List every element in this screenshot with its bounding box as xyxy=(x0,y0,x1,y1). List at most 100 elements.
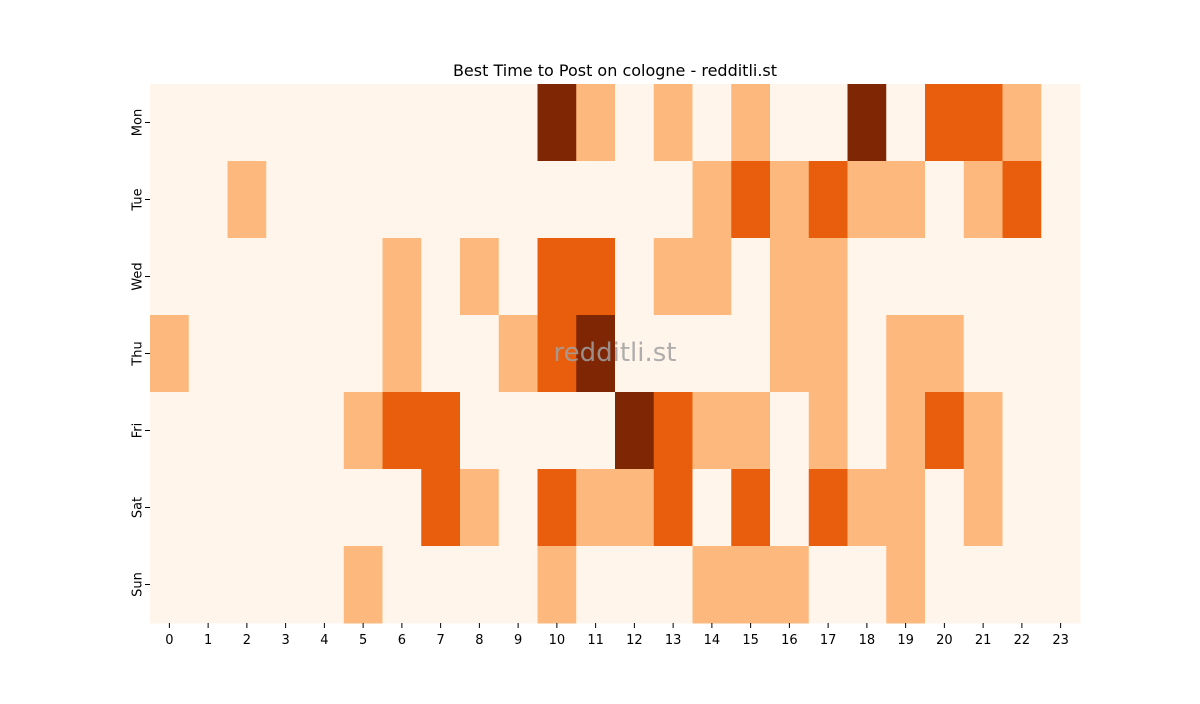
x-tick-label: 21 xyxy=(975,633,992,648)
heatmap-cell-sun-20 xyxy=(925,546,965,624)
heatmap-cell-thu-20 xyxy=(925,315,965,393)
heatmap-cell-sat-10 xyxy=(537,469,577,547)
heatmap-cell-wed-13 xyxy=(653,238,693,316)
heatmap-cell-wed-7 xyxy=(421,238,461,316)
heatmap-cell-sun-18 xyxy=(847,546,887,624)
heatmap-cell-mon-23 xyxy=(1041,84,1081,162)
heatmap-cell-mon-11 xyxy=(576,84,616,162)
heatmap-cell-tue-19 xyxy=(886,161,926,239)
x-tick-label: 3 xyxy=(281,633,289,648)
heatmap-cell-mon-3 xyxy=(266,84,306,162)
heatmap-cell-fri-21 xyxy=(963,392,1003,470)
y-tick-label: Fri xyxy=(131,423,146,439)
heatmap-cell-fri-15 xyxy=(731,392,771,470)
heatmap-cell-thu-7 xyxy=(421,315,461,393)
heatmap-cell-mon-5 xyxy=(343,84,383,162)
heatmap-cell-sat-8 xyxy=(460,469,500,547)
heatmap-cell-sun-9 xyxy=(498,546,538,624)
x-tick-label: 2 xyxy=(243,633,251,648)
heatmap-cell-wed-0 xyxy=(150,238,190,316)
x-tick-label: 17 xyxy=(820,633,837,648)
heatmap-cell-tue-6 xyxy=(382,161,422,239)
heatmap-cell-wed-18 xyxy=(847,238,887,316)
heatmap-cell-wed-16 xyxy=(770,238,810,316)
heatmap-cell-fri-22 xyxy=(1002,392,1042,470)
heatmap-cell-wed-17 xyxy=(808,238,848,316)
heatmap-cell-sat-19 xyxy=(886,469,926,547)
x-tick-label: 1 xyxy=(204,633,212,648)
heatmap-cell-sun-12 xyxy=(615,546,655,624)
heatmap-cell-mon-22 xyxy=(1002,84,1042,162)
heatmap-cell-wed-3 xyxy=(266,238,306,316)
heatmap-cell-thu-16 xyxy=(770,315,810,393)
heatmap-cell-tue-10 xyxy=(537,161,577,239)
heatmap-cell-wed-22 xyxy=(1002,238,1042,316)
heatmap-cell-tue-12 xyxy=(615,161,655,239)
heatmap-cell-sat-15 xyxy=(731,469,771,547)
heatmap-cell-wed-14 xyxy=(692,238,732,316)
heatmap-cell-fri-12 xyxy=(615,392,655,470)
heatmap-cell-sun-8 xyxy=(460,546,500,624)
heatmap-cell-mon-10 xyxy=(537,84,577,162)
heatmap-cell-mon-12 xyxy=(615,84,655,162)
heatmap-cell-mon-18 xyxy=(847,84,887,162)
x-tick-label: 13 xyxy=(665,633,682,648)
heatmap-cell-tue-11 xyxy=(576,161,616,239)
heatmap-cell-sat-23 xyxy=(1041,469,1081,547)
heatmap-cell-thu-1 xyxy=(188,315,228,393)
heatmap-cell-fri-19 xyxy=(886,392,926,470)
heatmap-cell-sat-17 xyxy=(808,469,848,547)
heatmap-cell-tue-23 xyxy=(1041,161,1081,239)
heatmap-cell-fri-7 xyxy=(421,392,461,470)
heatmap-cell-tue-5 xyxy=(343,161,383,239)
heatmap-cell-wed-2 xyxy=(227,238,267,316)
heatmap-cell-sat-16 xyxy=(770,469,810,547)
heatmap-cell-sun-22 xyxy=(1002,546,1042,624)
heatmap-cell-wed-10 xyxy=(537,238,577,316)
heatmap-cell-thu-23 xyxy=(1041,315,1081,393)
heatmap-cell-tue-4 xyxy=(305,161,345,239)
x-tick-label: 12 xyxy=(626,633,643,648)
x-tick-label: 11 xyxy=(587,633,604,648)
heatmap-cell-thu-22 xyxy=(1002,315,1042,393)
heatmap-cell-wed-9 xyxy=(498,238,538,316)
heatmap-cell-mon-13 xyxy=(653,84,693,162)
heatmap-cell-tue-21 xyxy=(963,161,1003,239)
heatmap-cell-thu-0 xyxy=(150,315,190,393)
heatmap-cell-thu-6 xyxy=(382,315,422,393)
heatmap-cell-mon-20 xyxy=(925,84,965,162)
heatmap-cell-thu-15 xyxy=(731,315,771,393)
x-tick-label: 0 xyxy=(165,633,173,648)
x-axis: 0 1 2 3 4 5 6 7 8 9 10 11 12 13 14 15 16 17 18 19 20 21 22 23 xyxy=(165,623,1069,648)
heatmap-cell-tue-1 xyxy=(188,161,228,239)
heatmap-cell-mon-9 xyxy=(498,84,538,162)
heatmap-cell-thu-17 xyxy=(808,315,848,393)
heatmap-cell-mon-7 xyxy=(421,84,461,162)
heatmap-cell-wed-5 xyxy=(343,238,383,316)
heatmap-cell-thu-8 xyxy=(460,315,500,393)
heatmap-cell-fri-10 xyxy=(537,392,577,470)
heatmap-cell-sun-1 xyxy=(188,546,228,624)
y-tick-label: Wed xyxy=(131,262,146,290)
heatmap-cell-sun-0 xyxy=(150,546,190,624)
heatmap-cell-sun-19 xyxy=(886,546,926,624)
heatmap-cell-sat-1 xyxy=(188,469,228,547)
heatmap-cell-tue-3 xyxy=(266,161,306,239)
heatmap-cell-sat-3 xyxy=(266,469,306,547)
heatmap-cell-fri-18 xyxy=(847,392,887,470)
heatmap-cell-fri-9 xyxy=(498,392,538,470)
heatmap-cell-wed-11 xyxy=(576,238,616,316)
y-tick-label: Sat xyxy=(131,497,146,518)
heatmap-cell-fri-8 xyxy=(460,392,500,470)
heatmap-cell-wed-6 xyxy=(382,238,422,316)
heatmap-cell-wed-12 xyxy=(615,238,655,316)
heatmap-cell-sat-6 xyxy=(382,469,422,547)
heatmap-cell-wed-8 xyxy=(460,238,500,316)
y-tick-label: Mon xyxy=(131,109,146,136)
heatmap-cell-tue-7 xyxy=(421,161,461,239)
y-tick-label: Tue xyxy=(131,188,146,211)
heatmap-cell-mon-19 xyxy=(886,84,926,162)
heatmap-cell-fri-2 xyxy=(227,392,267,470)
heatmap-cell-thu-13 xyxy=(653,315,693,393)
